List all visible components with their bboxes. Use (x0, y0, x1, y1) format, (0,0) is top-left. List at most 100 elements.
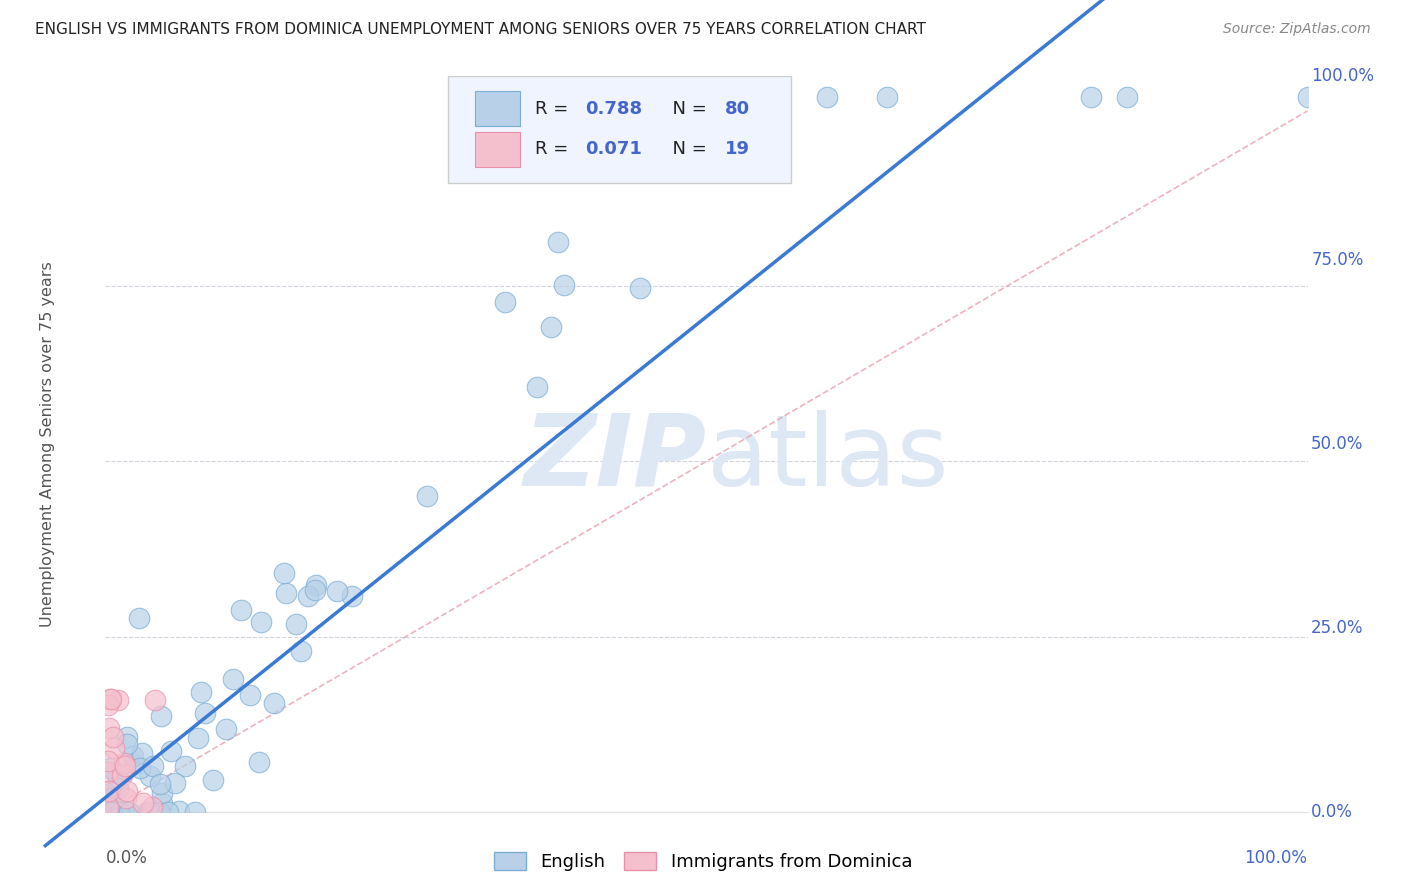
Point (553, 278, 575, 293)
Point (143, 693, 166, 707)
Point (100, 786, 122, 800)
Point (285, 617, 308, 632)
Point (100, 761, 122, 775)
Point (139, 769, 162, 783)
Point (115, 783, 138, 797)
Point (169, 804, 191, 818)
Text: 100.0%: 100.0% (1244, 848, 1308, 866)
Point (149, 777, 172, 791)
Point (141, 800, 163, 814)
Point (540, 320, 562, 334)
Point (107, 780, 129, 795)
Point (115, 791, 138, 805)
Point (815, 90, 838, 104)
Point (122, 756, 145, 771)
Text: 50.0%: 50.0% (1312, 434, 1364, 453)
Point (163, 776, 186, 790)
Point (149, 805, 172, 819)
Point (150, 786, 173, 800)
Point (526, 380, 548, 394)
Bar (474, 132, 520, 167)
Point (104, 805, 127, 819)
Bar (474, 92, 520, 127)
Point (101, 731, 124, 745)
Point (297, 589, 319, 603)
Text: 0.788: 0.788 (585, 100, 643, 118)
Point (194, 706, 217, 721)
Point (247, 755, 270, 769)
Text: atlas: atlas (707, 410, 948, 507)
Point (187, 731, 209, 745)
Point (239, 688, 262, 702)
Point (115, 805, 138, 819)
Point (159, 744, 181, 758)
Point (263, 696, 285, 710)
Point (173, 759, 195, 773)
Point (222, 672, 245, 686)
Point (100, 805, 122, 819)
Point (494, 294, 516, 309)
Text: 100.0%: 100.0% (1312, 67, 1374, 85)
Point (98, 722, 121, 736)
Point (105, 805, 128, 819)
Point (115, 805, 138, 819)
Point (103, 805, 125, 819)
Point (100, 805, 122, 819)
Text: ZIP: ZIP (523, 410, 707, 507)
Text: 80: 80 (724, 100, 749, 118)
Point (97, 754, 120, 768)
Point (1080, 90, 1102, 104)
Point (326, 584, 349, 599)
Point (108, 805, 131, 819)
Point (132, 796, 155, 810)
Point (415, 489, 437, 503)
Point (129, 761, 152, 775)
Point (138, 805, 160, 819)
Point (290, 644, 312, 658)
Text: R =: R = (534, 100, 574, 118)
Text: R =: R = (534, 140, 574, 159)
Point (276, 586, 298, 600)
Point (107, 805, 129, 819)
Text: 75.0%: 75.0% (1312, 251, 1364, 268)
Point (100, 692, 122, 706)
Point (157, 805, 180, 819)
Point (273, 566, 295, 581)
Point (100, 805, 122, 819)
Point (304, 582, 326, 597)
Point (103, 805, 125, 819)
Point (131, 747, 153, 761)
FancyBboxPatch shape (449, 76, 790, 183)
Text: 0.0%: 0.0% (105, 848, 148, 866)
Point (117, 738, 139, 752)
Point (117, 805, 139, 819)
Point (117, 731, 139, 745)
Text: 19: 19 (724, 140, 749, 159)
Point (128, 611, 150, 625)
Point (149, 709, 172, 723)
Point (628, 281, 651, 295)
Text: Unemployment Among Seniors over 75 years: Unemployment Among Seniors over 75 years (41, 260, 55, 627)
Point (100, 805, 122, 819)
Point (229, 603, 252, 617)
Point (100, 791, 122, 805)
Point (305, 577, 328, 591)
Point (104, 766, 127, 780)
Point (98, 691, 121, 706)
Point (97, 784, 120, 798)
Legend: English, Immigrants from Dominica: English, Immigrants from Dominica (486, 845, 920, 879)
Point (150, 796, 173, 810)
Point (97, 764, 120, 779)
Text: N =: N = (661, 100, 713, 118)
Point (135, 805, 157, 819)
Point (138, 805, 160, 819)
Point (1116, 90, 1139, 104)
Text: N =: N = (661, 140, 713, 159)
Point (342, 589, 364, 603)
Point (122, 749, 145, 764)
Point (110, 768, 132, 782)
Point (118, 805, 141, 819)
Point (201, 772, 224, 787)
Text: 25.0%: 25.0% (1312, 619, 1364, 637)
Point (97, 698, 120, 712)
